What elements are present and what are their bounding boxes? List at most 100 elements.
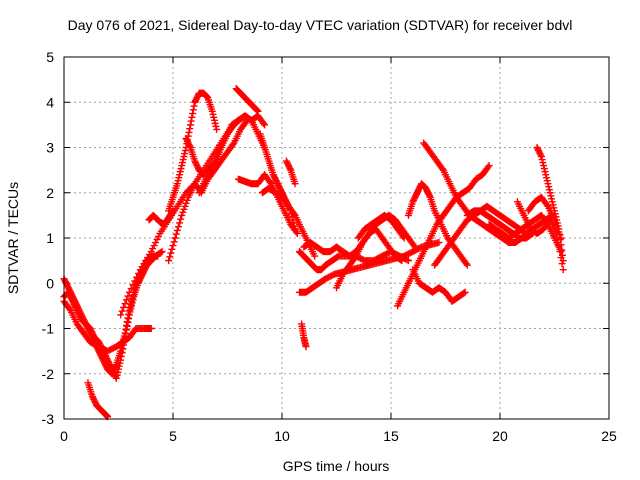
data-point-plus-marker: [426, 192, 434, 200]
data-point-plus-marker: [188, 113, 196, 121]
data-point-plus-marker: [229, 140, 237, 148]
y-tick-label: -2: [42, 366, 55, 382]
series-arc-18: [300, 225, 406, 265]
data-point-plus-marker: [167, 249, 175, 257]
data-point-plus-marker: [291, 180, 299, 188]
data-point-plus-marker: [397, 256, 405, 264]
x-tick-label: 10: [274, 428, 290, 444]
y-tick-label: 0: [46, 275, 54, 291]
data-point-plus-marker: [124, 318, 132, 326]
data-point-plus-marker: [484, 163, 492, 171]
data-point-plus-marker: [290, 210, 298, 218]
y-tick-label: -3: [42, 411, 55, 427]
data-point-plus-marker: [186, 142, 194, 150]
data-point-plus-marker: [410, 242, 418, 250]
data-point-plus-marker: [122, 330, 130, 338]
data-point-plus-marker: [127, 285, 135, 293]
data-point-plus-marker: [293, 229, 301, 237]
data-point-plus-marker: [399, 232, 407, 240]
y-axis-label: SDTVAR / TECUs: [5, 182, 21, 294]
y-tick-label: 1: [46, 230, 54, 246]
data-point-plus-marker: [65, 305, 73, 313]
data-point-plus-marker: [173, 226, 181, 234]
x-tick-label: 25: [601, 428, 617, 444]
data-point-plus-marker: [119, 345, 127, 353]
data-point-plus-marker: [187, 117, 195, 125]
data-point-plus-marker: [117, 356, 125, 364]
data-point-plus-marker: [404, 257, 412, 265]
data-point-plus-marker: [147, 325, 155, 332]
x-tick-label: 15: [383, 428, 399, 444]
data-point-plus-marker: [351, 254, 359, 262]
data-point-plus-marker: [189, 106, 197, 114]
data-point-plus-marker: [131, 277, 139, 285]
grid: [64, 57, 609, 419]
data-point-plus-marker: [286, 165, 294, 173]
data-point-plus-marker: [557, 234, 565, 242]
x-tick-label: 0: [60, 428, 68, 444]
data-point-plus-marker: [485, 162, 493, 170]
series-arc-28: [485, 211, 565, 256]
data-point-plus-marker: [117, 352, 125, 360]
data-point-plus-marker: [123, 322, 131, 330]
data-point-plus-marker: [559, 266, 567, 274]
y-tick-label: 2: [46, 185, 54, 201]
data-point-plus-marker: [462, 260, 470, 268]
data-point-plus-marker: [176, 219, 184, 227]
data-point-plus-marker: [558, 246, 566, 254]
data-point-plus-marker: [190, 102, 198, 110]
data-point-plus-marker: [266, 178, 274, 186]
data-point-plus-marker: [166, 253, 174, 261]
series-arc-21: [354, 211, 408, 242]
data-point-plus-marker: [557, 241, 565, 249]
data-point-plus-marker: [120, 341, 128, 349]
series-arc-22: [394, 162, 493, 310]
data-point-plus-marker: [121, 334, 129, 342]
series-arc-15: [282, 157, 299, 188]
data-point-plus-marker: [254, 107, 262, 115]
data-point-plus-marker: [174, 223, 182, 231]
series-arc-24: [409, 266, 469, 305]
data-point-plus-marker: [112, 373, 120, 381]
data-point-plus-marker: [172, 230, 180, 238]
data-point-plus-marker: [186, 121, 194, 129]
data-point-plus-marker: [125, 288, 133, 296]
data-point-plus-marker: [129, 281, 137, 289]
series-arc-26: [431, 207, 537, 269]
data-point-plus-marker: [202, 92, 210, 100]
series-arc-4: [84, 379, 112, 421]
data-point-plus-marker: [122, 326, 130, 334]
axis-ticks: 0 5 10 15 20 25 -3 -2 -1 0 1 2 3 4 5: [42, 49, 617, 444]
data-point-plus-marker: [398, 257, 406, 265]
data-point-plus-marker: [213, 125, 221, 133]
data-point-plus-marker: [438, 165, 446, 173]
data-point-plus-marker: [253, 107, 261, 115]
data-point-plus-marker: [411, 243, 419, 251]
data-point-plus-marker: [311, 252, 319, 260]
data-point-plus-marker: [120, 337, 128, 345]
chart-title: Day 076 of 2021, Sidereal Day-to-day VTE…: [68, 17, 573, 33]
data-point-plus-marker: [171, 234, 179, 242]
y-tick-label: 5: [46, 49, 54, 65]
data-point-plus-marker: [403, 256, 411, 264]
data-point-plus-marker: [463, 261, 471, 269]
x-tick-label: 5: [169, 428, 177, 444]
series-arc-11: [232, 85, 262, 115]
data-point-plus-marker: [400, 234, 408, 242]
data-point-plus-marker: [168, 245, 176, 253]
series-arc-19: [298, 320, 310, 351]
data-point-plus-marker: [122, 296, 130, 304]
data-point-plus-marker: [185, 128, 193, 136]
data-point-plus-marker: [169, 242, 177, 250]
data-point-plus-marker: [558, 251, 566, 259]
data-point-plus-marker: [118, 307, 126, 315]
series-arc-31: [524, 193, 565, 242]
data-point-plus-marker: [261, 121, 269, 129]
data-point-plus-marker: [120, 303, 128, 311]
series-arc-17: [295, 248, 412, 274]
data-point-plus-marker: [133, 273, 141, 281]
data-point-plus-marker: [158, 248, 166, 256]
x-tick-label: 20: [492, 428, 508, 444]
data-point-plus-marker: [186, 125, 194, 133]
